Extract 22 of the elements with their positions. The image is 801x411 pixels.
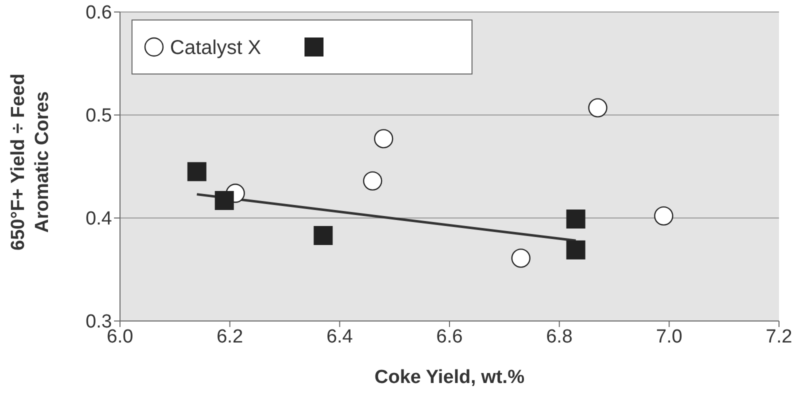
x-tick-label: 7.0 bbox=[656, 326, 682, 348]
x-tick-label: 6.8 bbox=[546, 326, 573, 348]
point bbox=[363, 171, 382, 191]
y-tick-label: 0.4 bbox=[86, 208, 112, 230]
point bbox=[374, 129, 394, 148]
x-tick-label: 7.2 bbox=[766, 326, 792, 348]
point bbox=[566, 240, 586, 260]
x-tick-label: 6.6 bbox=[436, 326, 463, 348]
y-tick-label: 0.6 bbox=[86, 2, 112, 24]
legend-label: Catalyst X bbox=[170, 37, 262, 59]
x-axis-title: Coke Yield, wt.% bbox=[374, 367, 525, 388]
point bbox=[566, 210, 586, 229]
point bbox=[654, 206, 674, 226]
point bbox=[214, 190, 234, 210]
x-tick-label: 6.2 bbox=[216, 326, 244, 348]
x-tick-label: 6.4 bbox=[326, 326, 354, 348]
y-tick-label: 0.5 bbox=[86, 106, 112, 127]
y-axis-title: 650°F+ Yield ÷ Feed Aromatic Cores bbox=[8, 74, 53, 250]
point bbox=[187, 162, 206, 182]
point bbox=[314, 226, 333, 246]
point bbox=[511, 248, 530, 268]
point bbox=[588, 98, 608, 118]
